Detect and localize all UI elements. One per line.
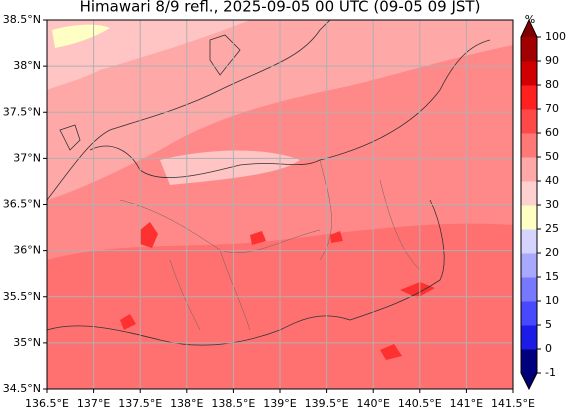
colorbar-band [521,181,537,206]
colorbar-band [521,229,537,254]
y-tick-label: 34.5°N [3,382,41,395]
colorbar-tick-label: 100 [545,30,566,43]
colorbar-band [521,133,537,158]
y-tick-label: 38.5°N [3,13,41,26]
colorbar-extend-over [521,20,537,37]
x-tick-label: 140.5°E [398,397,442,409]
colorbar-band [521,301,537,326]
colorbar-band [521,85,537,110]
colorbar-band [521,325,537,350]
colorbar-band [521,109,537,134]
x-tick-label: 138.5°E [211,397,255,409]
colorbar-band [521,253,537,278]
y-tick-label: 37°N [13,151,41,164]
colorbar-tick-label: 40 [545,174,559,187]
cloud-region [120,222,435,360]
y-tick-label: 36°N [13,244,41,257]
y-tick-label: 35°N [13,336,41,349]
x-tick-label: 139.5°E [305,397,349,409]
colorbar-tick-label: 10 [545,294,559,307]
y-tick-label: 38°N [13,59,41,72]
x-tick-label: 136.5°E [25,397,69,409]
colorbar-band [521,349,537,374]
x-tick-label: 139°E [263,397,296,409]
colorbar-tick-label: 0 [545,342,552,355]
colorbar-band [521,277,537,302]
cloud-region [47,20,513,200]
colorbar-tick-label: 60 [545,126,559,139]
map-title: Himawari 8/9 refl., 2025-09-05 00 UTC (0… [80,0,481,16]
cloud-region [47,20,250,90]
colorbar-extend-under [521,373,537,389]
colorbar-unit: % [525,13,535,26]
colorbar-tick-label: -1 [545,366,556,379]
colorbar-band [521,157,537,182]
colorbar-tick-label: 70 [545,102,559,115]
colorbar-tick-label: 80 [545,78,559,91]
colorbar-tick-label: 5 [545,318,552,331]
colorbar-band [521,61,537,86]
x-tick-label: 141°E [450,397,483,409]
map-frame [46,19,514,390]
colorbar-tick-label: 25 [545,222,559,235]
y-tick-label: 37.5°N [3,105,41,118]
colorbar-tick-label: 15 [545,270,559,283]
colorbar-band [521,37,537,62]
x-tick-label: 137.5°E [118,397,162,409]
colorbar-tick-label: 30 [545,198,559,211]
colorbar-tick-label: 90 [545,54,559,67]
y-tick-label: 36.5°N [3,198,41,211]
colorbar-tick-label: 20 [545,246,559,259]
x-tick-label: 140°E [356,397,389,409]
cloud-region [52,24,110,48]
x-tick-label: 137°E [77,397,110,409]
x-tick-label: 141.5°E [491,397,535,409]
x-tick-label: 138°E [170,397,203,409]
y-tick-label: 35.5°N [3,290,41,303]
colorbar-band [521,205,537,230]
colorbar-tick-label: 50 [545,150,559,163]
